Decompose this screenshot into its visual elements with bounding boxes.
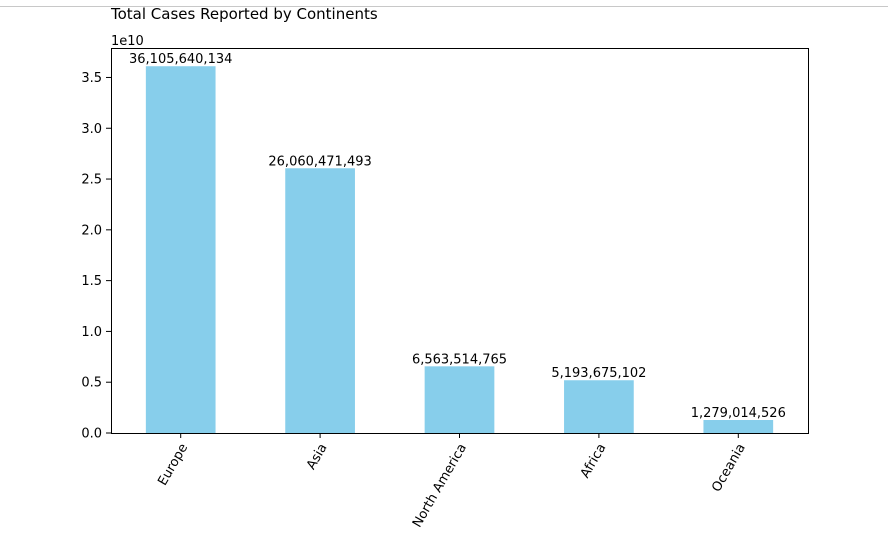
plot-frame	[111, 48, 809, 434]
bar-oceania	[703, 420, 774, 433]
data-label: 1,279,014,526	[691, 406, 786, 421]
bar-africa	[564, 380, 634, 433]
x-tick-label: Asia	[304, 441, 331, 472]
window-top-border	[0, 6, 888, 7]
bar-asia	[285, 168, 355, 433]
y-tick-label: 3.0	[81, 122, 102, 137]
y-tick-label: 0.5	[81, 376, 102, 391]
y-tick-label: 0.0	[81, 427, 102, 442]
y-tick-label: 2.5	[81, 173, 102, 188]
x-tick-label: Africa	[578, 441, 610, 481]
y-tick-label: 2.0	[81, 223, 102, 238]
y-tick-label: 1.0	[81, 325, 102, 340]
bar-north-america	[424, 366, 495, 433]
y-tick-label: 1.5	[81, 274, 102, 289]
y-tick-label: 3.5	[81, 71, 102, 86]
x-tick-label: North America	[410, 441, 470, 530]
bar-europe	[145, 66, 216, 434]
data-label: 6,563,514,765	[412, 352, 507, 367]
data-label: 5,193,675,102	[551, 366, 646, 381]
data-label: 26,060,471,493	[268, 154, 371, 169]
x-tick-label: Europe	[155, 441, 191, 488]
data-label: 36,105,640,134	[129, 52, 232, 67]
y-axis-scale-label: 1e10	[111, 34, 144, 49]
x-tick-label: Oceania	[709, 441, 749, 495]
chart-title: Total Cases Reported by Continents	[111, 5, 378, 23]
